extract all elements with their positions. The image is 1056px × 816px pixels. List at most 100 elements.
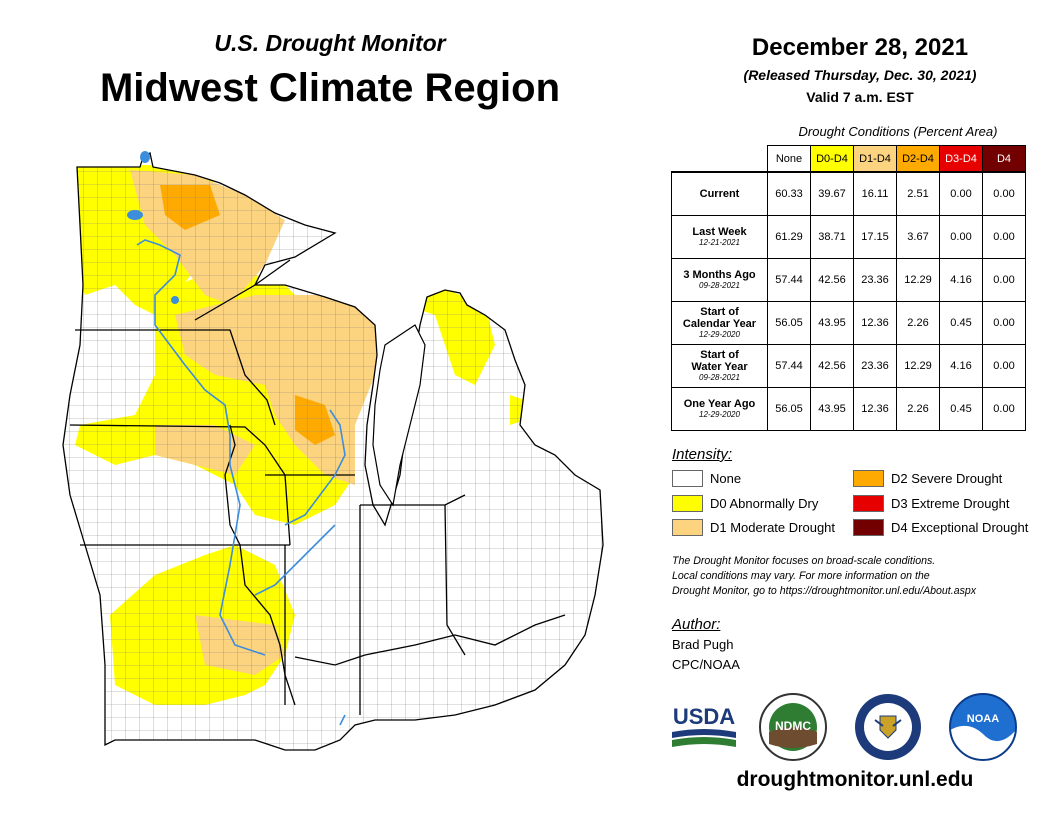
legend-item-none: None — [672, 470, 741, 487]
website-url[interactable]: droughtmonitor.unl.edu — [736, 768, 974, 791]
table-cell: 12.29 — [896, 344, 940, 388]
table-cell: 43.95 — [810, 387, 854, 431]
legend-item-d0: D0 Abnormally Dry — [672, 495, 818, 512]
row-label-text: Current — [699, 188, 740, 200]
table-cell: 0.00 — [982, 387, 1026, 431]
author-name: Brad Pugh — [672, 637, 734, 652]
legend-label: D0 Abnormally Dry — [710, 496, 819, 511]
table-cell: 56.05 — [767, 387, 811, 431]
table-cell: 2.51 — [896, 171, 940, 216]
table-row: One Year Ago 12-29-2020 56.05 43.95 12.36 2.2… — [671, 387, 1026, 431]
valid-time: Valid 7 a.m. EST — [806, 89, 914, 105]
row-label-text: 3 Months Ago — [683, 269, 756, 281]
col-d0-d4: D0-D4 — [810, 145, 854, 173]
col-d2-d4: D2-D4 — [896, 145, 940, 173]
author-org: CPC/NOAA — [672, 657, 740, 672]
map-title: Midwest Climate Region — [99, 66, 561, 110]
noaa-logo: NOAA — [949, 693, 1017, 762]
table-cell: 4.16 — [939, 344, 983, 388]
table-cell: 42.56 — [810, 258, 854, 302]
table-cell: 57.44 — [767, 258, 811, 302]
legend-label: D2 Severe Drought — [891, 471, 1003, 486]
col-d3-d4: D3-D4 — [939, 145, 983, 173]
table-cell: 0.45 — [939, 387, 983, 431]
table-cell: 0.00 — [982, 258, 1026, 302]
noaa-logo-text: NOAA — [967, 713, 999, 725]
drought-conditions-table: None D0-D4 D1-D4 D2-D4 D3-D4 D4 Current 6… — [671, 145, 1026, 431]
table-row: 3 Months Ago 09-28-2021 57.44 42.56 23.36 12.… — [671, 258, 1026, 302]
table-cell: 60.33 — [767, 171, 811, 216]
legend-label: D3 Extreme Drought — [891, 496, 1010, 511]
legend-item-d1: D1 Moderate Drought — [672, 519, 835, 536]
table-cell: 0.00 — [982, 344, 1026, 388]
table-cell: 0.00 — [982, 171, 1026, 216]
legend-label: D1 Moderate Drought — [710, 520, 836, 535]
row-label-text: One Year Ago — [683, 398, 756, 410]
map-date: December 28, 2021 — [751, 34, 969, 61]
table-cell: 0.00 — [982, 215, 1026, 259]
drought-map — [62, 151, 604, 751]
table-cell: 12.29 — [896, 258, 940, 302]
table-header-row: None D0-D4 D1-D4 D2-D4 D3-D4 D4 — [671, 145, 1026, 173]
table-cell: 38.71 — [810, 215, 854, 259]
table-cell: 61.29 — [767, 215, 811, 259]
note-line: The Drought Monitor focuses on broad-sca… — [672, 555, 936, 567]
row-label: Current — [671, 171, 768, 216]
row-label: 3 Months Ago 09-28-2021 — [671, 258, 768, 302]
legend-title: Intensity: — [672, 446, 733, 463]
legend-label: D4 Exceptional Drought — [891, 520, 1029, 535]
legend-swatch — [853, 519, 884, 536]
disclaimer-note: The Drought Monitor focuses on broad-sca… — [672, 554, 1042, 599]
row-label-text: Last Week — [692, 226, 747, 238]
table-cell: 0.00 — [982, 301, 1026, 345]
table-cell: 17.15 — [853, 215, 897, 259]
table-cell: 23.36 — [853, 344, 897, 388]
table-cell: 56.05 — [767, 301, 811, 345]
ndmc-logo: NDMC — [759, 693, 827, 761]
row-label-text: Start of Water Year — [691, 349, 748, 373]
table-cell: 12.36 — [853, 387, 897, 431]
doc-seal-logo — [855, 694, 921, 760]
legend-swatch — [672, 519, 703, 536]
rivers — [136, 239, 346, 726]
table-row: Last Week 12-21-2021 61.29 38.71 17.15 3.67 0.… — [671, 215, 1026, 259]
table-cell: 16.11 — [853, 171, 897, 216]
row-label: Start of Water Year 09-28-2021 — [671, 344, 768, 388]
lake-michigan — [372, 324, 426, 507]
usda-logo: USDA — [672, 704, 736, 747]
col-none: None — [767, 145, 811, 173]
table-row: Start of Calendar Year 12-29-2020 56.05 43.9… — [671, 301, 1026, 345]
legend-item-d2: D2 Severe Drought — [853, 470, 1002, 487]
legend-swatch — [853, 470, 884, 487]
col-d4: D4 — [982, 145, 1026, 173]
col-d1-d4: D1-D4 — [853, 145, 897, 173]
map-subtitle: U.S. Drought Monitor — [214, 30, 446, 56]
table-cell: 4.16 — [939, 258, 983, 302]
row-label-date: 12-21-2021 — [699, 238, 740, 247]
table-cell: 3.67 — [896, 215, 940, 259]
legend-swatch — [853, 495, 884, 512]
row-label-text: Start of Calendar Year — [682, 306, 757, 330]
ndmc-logo-text: NDMC — [775, 719, 811, 733]
table-cell: 2.26 — [896, 387, 940, 431]
legend-label: None — [710, 471, 742, 486]
table-cell: 2.26 — [896, 301, 940, 345]
lakes — [127, 151, 179, 304]
legend-swatch — [672, 495, 703, 512]
row-label-date: 12-29-2020 — [699, 330, 740, 339]
usda-logo-text: USDA — [673, 704, 735, 729]
table-cell: 57.44 — [767, 344, 811, 388]
note-line: Drought Monitor, go to https://droughtmo… — [672, 585, 977, 597]
release-date: (Released Thursday, Dec. 30, 2021) — [743, 67, 977, 83]
table-row: Current 60.33 39.67 16.11 2.51 0.00 0.00 — [671, 171, 1026, 216]
row-label: Start of Calendar Year 12-29-2020 — [671, 301, 768, 345]
table-cell: 0.45 — [939, 301, 983, 345]
table-corner — [671, 145, 768, 172]
table-cell: 0.00 — [939, 215, 983, 259]
table-cell: 43.95 — [810, 301, 854, 345]
table-cell: 42.56 — [810, 344, 854, 388]
note-line: Local conditions may vary. For more info… — [672, 570, 930, 582]
author-title: Author: — [672, 616, 721, 633]
table-cell: 0.00 — [939, 171, 983, 216]
row-label: Last Week 12-21-2021 — [671, 215, 768, 259]
